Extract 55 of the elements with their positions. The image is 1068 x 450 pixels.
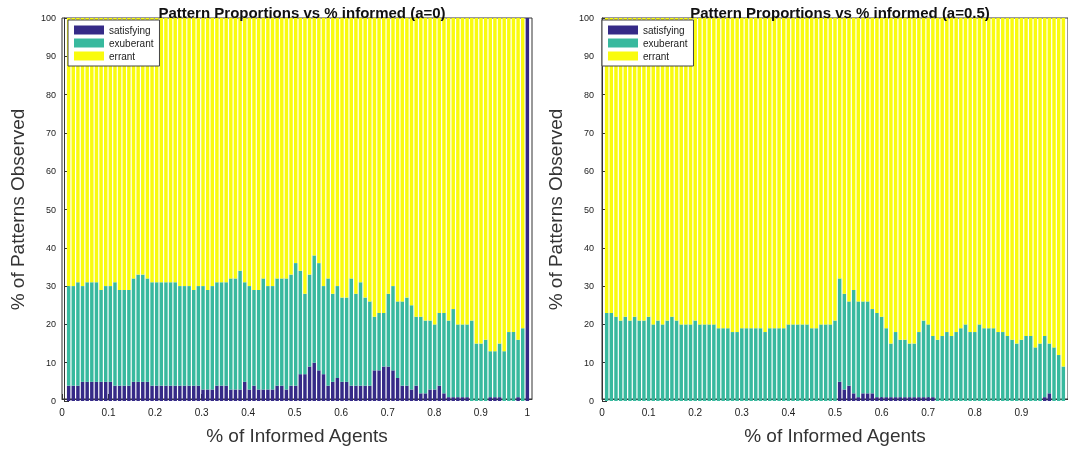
x-tick-label: 0.1 — [101, 406, 116, 418]
y-tick-label: 100 — [40, 13, 56, 23]
legend-label: exuberant — [109, 37, 154, 49]
legend-label: exuberant — [643, 37, 688, 49]
x-tick-label: 0.7 — [921, 406, 936, 418]
y-tick-label: 0 — [588, 396, 594, 406]
y-tick-label: 30 — [583, 281, 594, 292]
y-tick-label: 10 — [45, 357, 56, 368]
y-tick-label: 70 — [583, 127, 594, 138]
legend-label: satisfying — [643, 24, 685, 36]
y-tick-label: 60 — [583, 166, 594, 177]
x-tick-label: 0.1 — [641, 406, 656, 418]
legend-label: errant — [109, 50, 136, 62]
y-tick-label: 20 — [583, 319, 594, 330]
y-axis-title: % of Patterns Observed — [7, 108, 28, 311]
y-tick-label: 50 — [583, 204, 594, 215]
y-tick-label: 30 — [45, 281, 56, 292]
x-tick-label: 0.3 — [194, 406, 209, 418]
y-tick-label: 80 — [45, 89, 56, 100]
x-tick-label: 0.9 — [1014, 406, 1029, 418]
legend-label: errant — [643, 50, 670, 62]
legend-label: satisfying — [109, 24, 151, 36]
x-tick-label: 0.4 — [241, 406, 256, 418]
y-axis-title: % of Patterns Observed — [545, 108, 566, 311]
x-tick-label: 0.2 — [688, 406, 703, 418]
y-tick-label: 40 — [583, 242, 594, 253]
chart-title: Pattern Proportions vs % informed (a=0) — [158, 4, 446, 21]
x-axis-title: % of Informed Agents — [206, 425, 388, 446]
y-tick-label: 90 — [45, 51, 56, 62]
x-tick-label: 0 — [599, 406, 606, 418]
y-tick-label: 10 — [583, 357, 594, 368]
y-tick-label: 20 — [45, 319, 56, 330]
chart-title: Pattern Proportions vs % informed (a=0.5) — [690, 4, 990, 21]
x-tick-label: 0.5 — [287, 406, 303, 418]
x-tick-label: 0.6 — [334, 406, 349, 418]
x-tick-label: 0 — [59, 406, 66, 418]
y-tick-label: 90 — [583, 51, 594, 62]
y-tick-label: 50 — [45, 204, 56, 215]
x-axis-title: % of Informed Agents — [744, 425, 926, 446]
y-tick-label: 40 — [45, 242, 56, 253]
x-tick-label: 0.5 — [828, 406, 843, 418]
x-tick-label: 1 — [524, 406, 531, 418]
x-tick-label: 0.6 — [874, 406, 889, 418]
x-tick-label: 0.7 — [380, 406, 396, 418]
x-tick-label: 0.8 — [427, 406, 442, 418]
y-tick-label: 60 — [45, 166, 56, 177]
x-tick-label: 0.9 — [473, 406, 489, 418]
y-tick-label: 0 — [50, 396, 56, 406]
y-tick-label: 100 — [578, 13, 594, 23]
y-tick-label: 70 — [45, 127, 56, 138]
y-tick-label: 80 — [583, 89, 594, 100]
x-tick-label: 0.3 — [734, 406, 750, 418]
x-tick-label: 0.4 — [781, 406, 796, 418]
x-tick-label: 0.8 — [967, 406, 983, 418]
x-tick-label: 0.2 — [148, 406, 163, 418]
